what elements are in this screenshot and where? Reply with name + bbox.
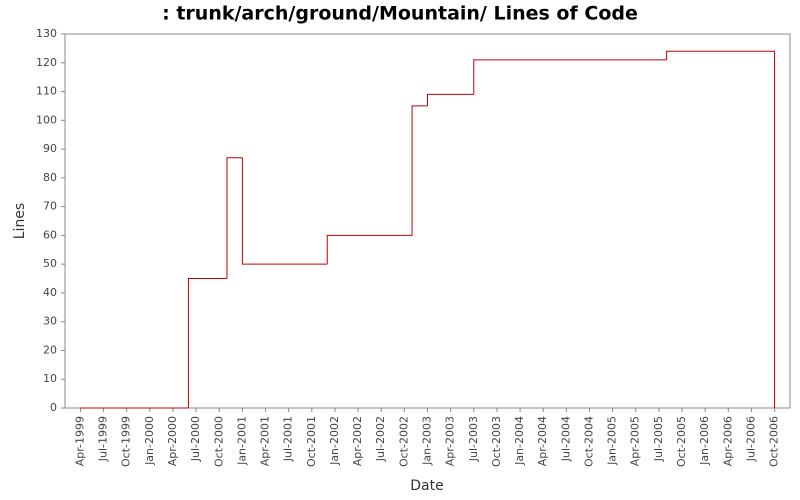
y-tick-label: 100 [36, 113, 57, 126]
line-step [411, 105, 428, 236]
x-tick-label: Jul-2002 [374, 416, 387, 462]
y-axis-title: Lines [12, 203, 28, 239]
x-tick-label: Oct-2002 [397, 416, 410, 467]
y-tick-label: 10 [43, 372, 57, 385]
y-tick-label: 70 [43, 200, 57, 213]
y-tick-label: 40 [43, 286, 57, 299]
x-tick-label: Oct-2006 [768, 416, 781, 467]
x-tick-label: Apr-2002 [351, 416, 364, 466]
x-tick-label: Jul-1999 [97, 416, 110, 462]
x-tick-label: Apr-2006 [721, 416, 734, 466]
x-tick-label: Jul-2005 [652, 416, 665, 462]
x-tick-label: Jan-2001 [235, 416, 248, 466]
x-tick-label: Jul-2004 [559, 416, 572, 462]
y-tick-label: 90 [43, 142, 57, 155]
x-tick-label: Oct-2004 [582, 416, 595, 467]
x-tick-label: Oct-2005 [675, 416, 688, 467]
x-tick-label: Jan-2002 [328, 416, 341, 466]
x-tick-label: Apr-2003 [444, 416, 457, 466]
line-step [427, 93, 474, 106]
x-tick-label: Jul-2000 [189, 416, 202, 462]
x-tick-label: Apr-1999 [73, 416, 86, 466]
line-step [241, 157, 328, 265]
y-tick-label: 50 [43, 257, 57, 270]
x-tick-label: Jan-2006 [698, 416, 711, 466]
x-axis-title: Date [410, 478, 443, 494]
x-tick-label: Jan-2000 [143, 416, 156, 466]
x-tick-label: Apr-2004 [536, 416, 549, 466]
x-tick-label: Jan-2005 [606, 416, 619, 466]
line-step [326, 234, 413, 265]
y-tick-label: 60 [43, 228, 57, 241]
x-tick-label: Jul-2001 [282, 416, 295, 462]
x-tick-label: Apr-2005 [629, 416, 642, 466]
x-tick-label: Jan-2004 [513, 416, 526, 466]
y-tick-label: 20 [43, 343, 57, 356]
line-step [666, 50, 775, 60]
x-tick-label: Apr-2000 [166, 416, 179, 466]
x-tick-label: Apr-2001 [259, 416, 272, 466]
y-tick-label: 130 [36, 27, 57, 40]
x-tick-label: Jul-2003 [467, 416, 480, 462]
x-tick-label: Oct-2000 [212, 416, 225, 467]
chart-title: : trunk/arch/ground/Mountain/ Lines of C… [162, 3, 638, 25]
x-tick-label: Jan-2003 [421, 416, 434, 466]
line-step [226, 157, 243, 279]
line-step [473, 59, 667, 78]
x-tick-label: Oct-2001 [305, 416, 318, 467]
y-tick-label: 110 [36, 85, 57, 98]
y-tick-label: 0 [50, 401, 57, 414]
x-tick-label: Oct-2003 [490, 416, 503, 467]
y-tick-label: 30 [43, 315, 57, 328]
y-tick-label: 120 [36, 56, 57, 69]
line-step [187, 278, 227, 408]
x-tick-label: Oct-1999 [120, 416, 133, 467]
y-tick-label: 80 [43, 171, 57, 184]
plot-area [64, 33, 791, 409]
x-tick-label: Jul-2006 [744, 416, 757, 462]
